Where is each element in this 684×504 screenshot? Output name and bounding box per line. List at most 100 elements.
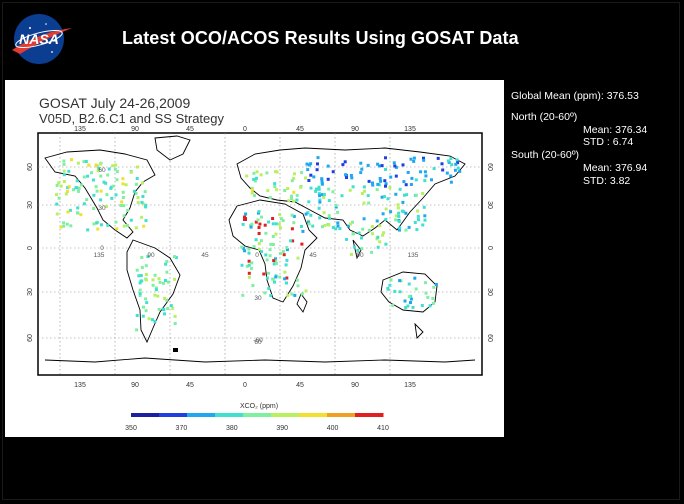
sounding-dot (138, 288, 142, 292)
sounding-dot (85, 198, 89, 202)
sounding-dot (79, 183, 83, 187)
sounding-dot (114, 163, 118, 167)
sounding-dot (62, 162, 66, 166)
sounding-dot (115, 170, 119, 174)
sounding-dot (318, 194, 322, 198)
lon-tick-label: 90 (131, 126, 139, 133)
sounding-dot (384, 182, 388, 186)
sounding-dot (67, 185, 71, 189)
south-mean: Mean: 376.94 (583, 161, 648, 174)
sounding-dot (267, 220, 271, 224)
sounding-dot (138, 292, 142, 296)
sounding-dot (384, 168, 387, 171)
sounding-dot (57, 196, 61, 200)
colorbar-label: XCO₂ (ppm) (240, 403, 278, 410)
sounding-dot (138, 281, 142, 285)
sounding-dot (409, 183, 413, 186)
sounding-dot (247, 275, 251, 279)
sounding-dot (317, 192, 321, 196)
sounding-dot (164, 279, 167, 282)
sounding-dot (304, 176, 307, 180)
colorbar-segment (327, 413, 356, 417)
sounding-dot (317, 185, 321, 189)
sounding-dot (289, 239, 293, 243)
sounding-dot (350, 252, 353, 256)
sounding-dot (291, 239, 295, 243)
sounding-dot (115, 227, 119, 231)
sounding-dot (296, 284, 300, 288)
sounding-dot (254, 238, 258, 242)
sounding-dot (352, 232, 356, 236)
sounding-dot (156, 294, 160, 298)
sounding-dot (414, 193, 418, 197)
sounding-dot (367, 228, 371, 232)
sounding-dot (393, 289, 397, 293)
sounding-dot (62, 169, 66, 173)
sounding-dot (453, 168, 457, 172)
sounding-dot (432, 301, 435, 305)
sounding-dot (173, 314, 177, 318)
sounding-dot (254, 220, 258, 224)
lat-tick-label: 0 (486, 246, 493, 250)
sounding-dot (402, 180, 406, 184)
sounding-dot (92, 222, 96, 226)
sounding-dot (377, 164, 381, 168)
sounding-dot (274, 275, 278, 279)
sounding-dot (367, 179, 371, 183)
sounding-dot (285, 281, 288, 285)
sounding-dot (450, 163, 454, 167)
sounding-dot (371, 181, 374, 185)
sounding-dot (69, 224, 73, 228)
sounding-dot (370, 250, 373, 254)
sounding-dot (143, 190, 147, 194)
sounding-dot (138, 294, 142, 297)
sounding-dot (62, 221, 66, 225)
sounding-dot (398, 226, 402, 230)
sounding-dot (290, 292, 294, 296)
north-mean: Mean: 376.34 (583, 123, 648, 136)
sounding-dot (136, 196, 140, 199)
lon-tick-label: 135 (74, 126, 86, 133)
sounding-dot (331, 170, 335, 174)
lon-tick-label: 90 (351, 126, 359, 133)
sounding-dot (76, 211, 79, 215)
sounding-dot (320, 193, 324, 197)
sounding-dot (250, 186, 254, 190)
sounding-dot (413, 276, 417, 280)
sounding-dot (351, 220, 354, 224)
sounding-dot (121, 182, 125, 186)
sounding-dot (267, 271, 270, 275)
sounding-dot (277, 222, 281, 226)
sounding-dot (153, 293, 157, 297)
sounding-dot (423, 179, 427, 183)
page-title: Latest OCO/ACOS Results Using GOSAT Data (122, 28, 519, 48)
sounding-dot (456, 166, 460, 170)
sounding-dot (122, 224, 126, 228)
sounding-dot (336, 210, 340, 214)
sounding-dot (285, 248, 289, 252)
sounding-dot (295, 198, 299, 202)
lat-tick-label: 30 (486, 288, 493, 296)
colorbar-tick-label: 390 (276, 425, 288, 432)
sounding-dot (275, 262, 278, 265)
sounding-dot (317, 206, 321, 210)
sounding-dot (144, 219, 148, 223)
sounding-dot (323, 223, 327, 227)
sounding-dot (125, 223, 129, 227)
sounding-dot (285, 258, 289, 262)
sounding-dot (120, 200, 124, 204)
sounding-dot (99, 174, 103, 178)
sounding-dot (79, 213, 83, 217)
sounding-dot (322, 195, 326, 199)
sounding-dot (144, 309, 148, 313)
sounding-dot (273, 280, 276, 284)
sounding-dot (269, 242, 273, 246)
sounding-dot (421, 192, 425, 195)
sounding-dot (328, 217, 331, 220)
sounding-dot (403, 299, 407, 303)
sounding-dot (378, 177, 382, 180)
sounding-dot (243, 217, 247, 221)
sounding-dot (394, 218, 398, 222)
sounding-dot (376, 235, 380, 239)
gosat-map: GOSAT July 24-26,2009 V05D, B2.6.C1 and … (5, 80, 504, 437)
